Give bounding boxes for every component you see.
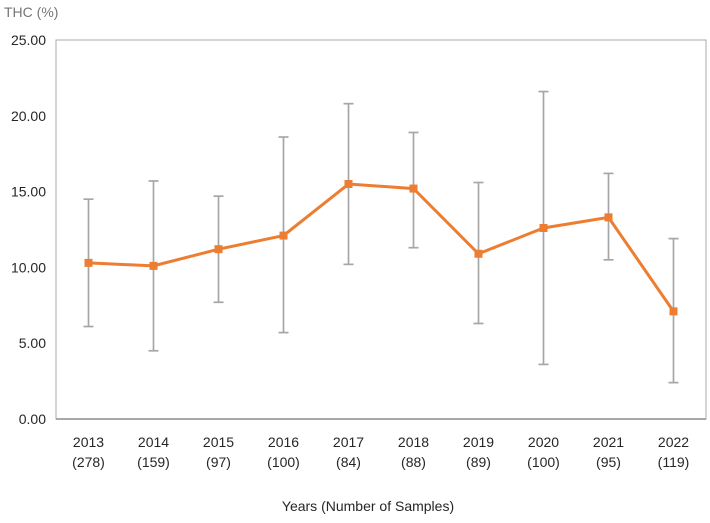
data-point-marker <box>344 180 353 189</box>
x-tick-label-year: 2018 <box>398 434 429 450</box>
x-tick-label-count: (100) <box>267 454 300 470</box>
data-point-marker <box>474 249 483 258</box>
y-axis-title: THC (%) <box>4 4 58 20</box>
data-point-marker <box>279 231 288 240</box>
y-tick-label: 15.00 <box>11 184 46 200</box>
data-point-marker <box>409 184 418 193</box>
x-tick-label-count: (95) <box>596 454 621 470</box>
x-tick-label-year: 2019 <box>463 434 494 450</box>
x-tick-label-year: 2013 <box>73 434 104 450</box>
x-tick-label-year: 2016 <box>268 434 299 450</box>
x-axis-title: Years (Number of Samples) <box>282 498 454 514</box>
y-tick-label: 20.00 <box>11 108 46 124</box>
data-point-marker <box>149 261 158 270</box>
x-tick-label-count: (159) <box>137 454 170 470</box>
data-point-marker <box>539 223 548 232</box>
x-tick-label-year: 2014 <box>138 434 169 450</box>
x-tick-label-year: 2017 <box>333 434 364 450</box>
y-tick-label: 5.00 <box>19 335 46 351</box>
data-point-marker <box>604 213 613 222</box>
y-tick-label: 10.00 <box>11 259 46 275</box>
x-tick-label-year: 2021 <box>593 434 624 450</box>
x-tick-label-count: (89) <box>466 454 491 470</box>
x-tick-label-count: (100) <box>527 454 560 470</box>
x-tick-label-count: (97) <box>206 454 231 470</box>
plot-area: 0.00 5.00 10.00 15.00 20.00 25.00 2013 (278) 201… <box>11 32 707 470</box>
x-tick-label-year: 2020 <box>528 434 559 450</box>
x-tick-label-count: (88) <box>401 454 426 470</box>
x-tick-label-count: (119) <box>658 454 690 470</box>
y-tick-label: 25.00 <box>11 32 46 48</box>
data-point-marker <box>669 307 678 316</box>
x-tick-label-year: 2015 <box>203 434 234 450</box>
y-tick-label: 0.00 <box>19 411 46 427</box>
data-point-marker <box>214 245 223 254</box>
data-line <box>87 182 675 313</box>
x-tick-label-count: (84) <box>336 454 361 470</box>
data-point-marker <box>84 258 93 267</box>
x-tick-label-count: (278) <box>72 454 105 470</box>
x-tick-label-year: 2022 <box>658 434 689 450</box>
